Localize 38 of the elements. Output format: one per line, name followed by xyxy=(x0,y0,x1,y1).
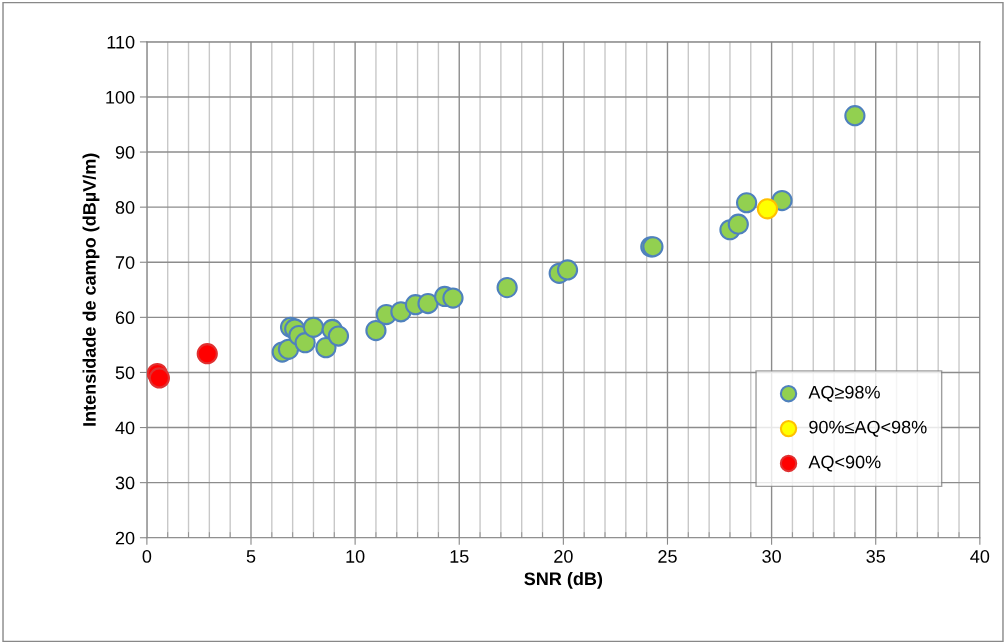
x-tick-label: 35 xyxy=(866,550,886,563)
y-axis-title: Intensidade de campo (dBµV/m) xyxy=(82,153,100,426)
y-tick-label: 30 xyxy=(115,476,135,490)
x-tick-label: 30 xyxy=(762,550,781,563)
x-tick-label: 20 xyxy=(554,550,573,563)
point xyxy=(294,332,316,354)
y-tick-label: 50 xyxy=(115,366,135,380)
y-tick-label: 20 xyxy=(115,531,135,545)
x-tick-label: 25 xyxy=(658,550,677,563)
y-tick-label: 100 xyxy=(106,90,135,104)
y-tick-label: 70 xyxy=(115,256,135,269)
x-axis-title: SNR (dB) xyxy=(524,571,603,589)
point xyxy=(496,276,518,299)
x-tick-label: 0 xyxy=(142,550,152,563)
point xyxy=(556,259,579,281)
x-tick-label: 15 xyxy=(450,550,469,563)
legend-label: AQ<90% xyxy=(808,455,881,472)
point xyxy=(736,192,758,214)
y-tick-label: 40 xyxy=(115,421,135,435)
legend-label: 90%≤AQ<98% xyxy=(809,420,927,437)
point xyxy=(196,343,218,365)
point xyxy=(727,213,749,235)
point xyxy=(327,325,350,347)
x-tick-label: 10 xyxy=(346,550,365,563)
point xyxy=(365,319,387,342)
legend-label: AQ≥98% xyxy=(808,385,880,402)
point xyxy=(844,105,866,127)
point xyxy=(756,198,779,220)
point xyxy=(148,367,170,389)
point xyxy=(442,287,464,309)
point xyxy=(302,316,325,338)
y-tick-label: 60 xyxy=(115,311,135,325)
x-tick-label: 40 xyxy=(970,550,990,563)
y-tick-label: 90 xyxy=(115,145,135,159)
y-tick-label: 80 xyxy=(115,201,135,214)
x-tick-label: 5 xyxy=(246,550,256,563)
point xyxy=(417,292,439,315)
y-tick-label: 110 xyxy=(107,35,135,49)
